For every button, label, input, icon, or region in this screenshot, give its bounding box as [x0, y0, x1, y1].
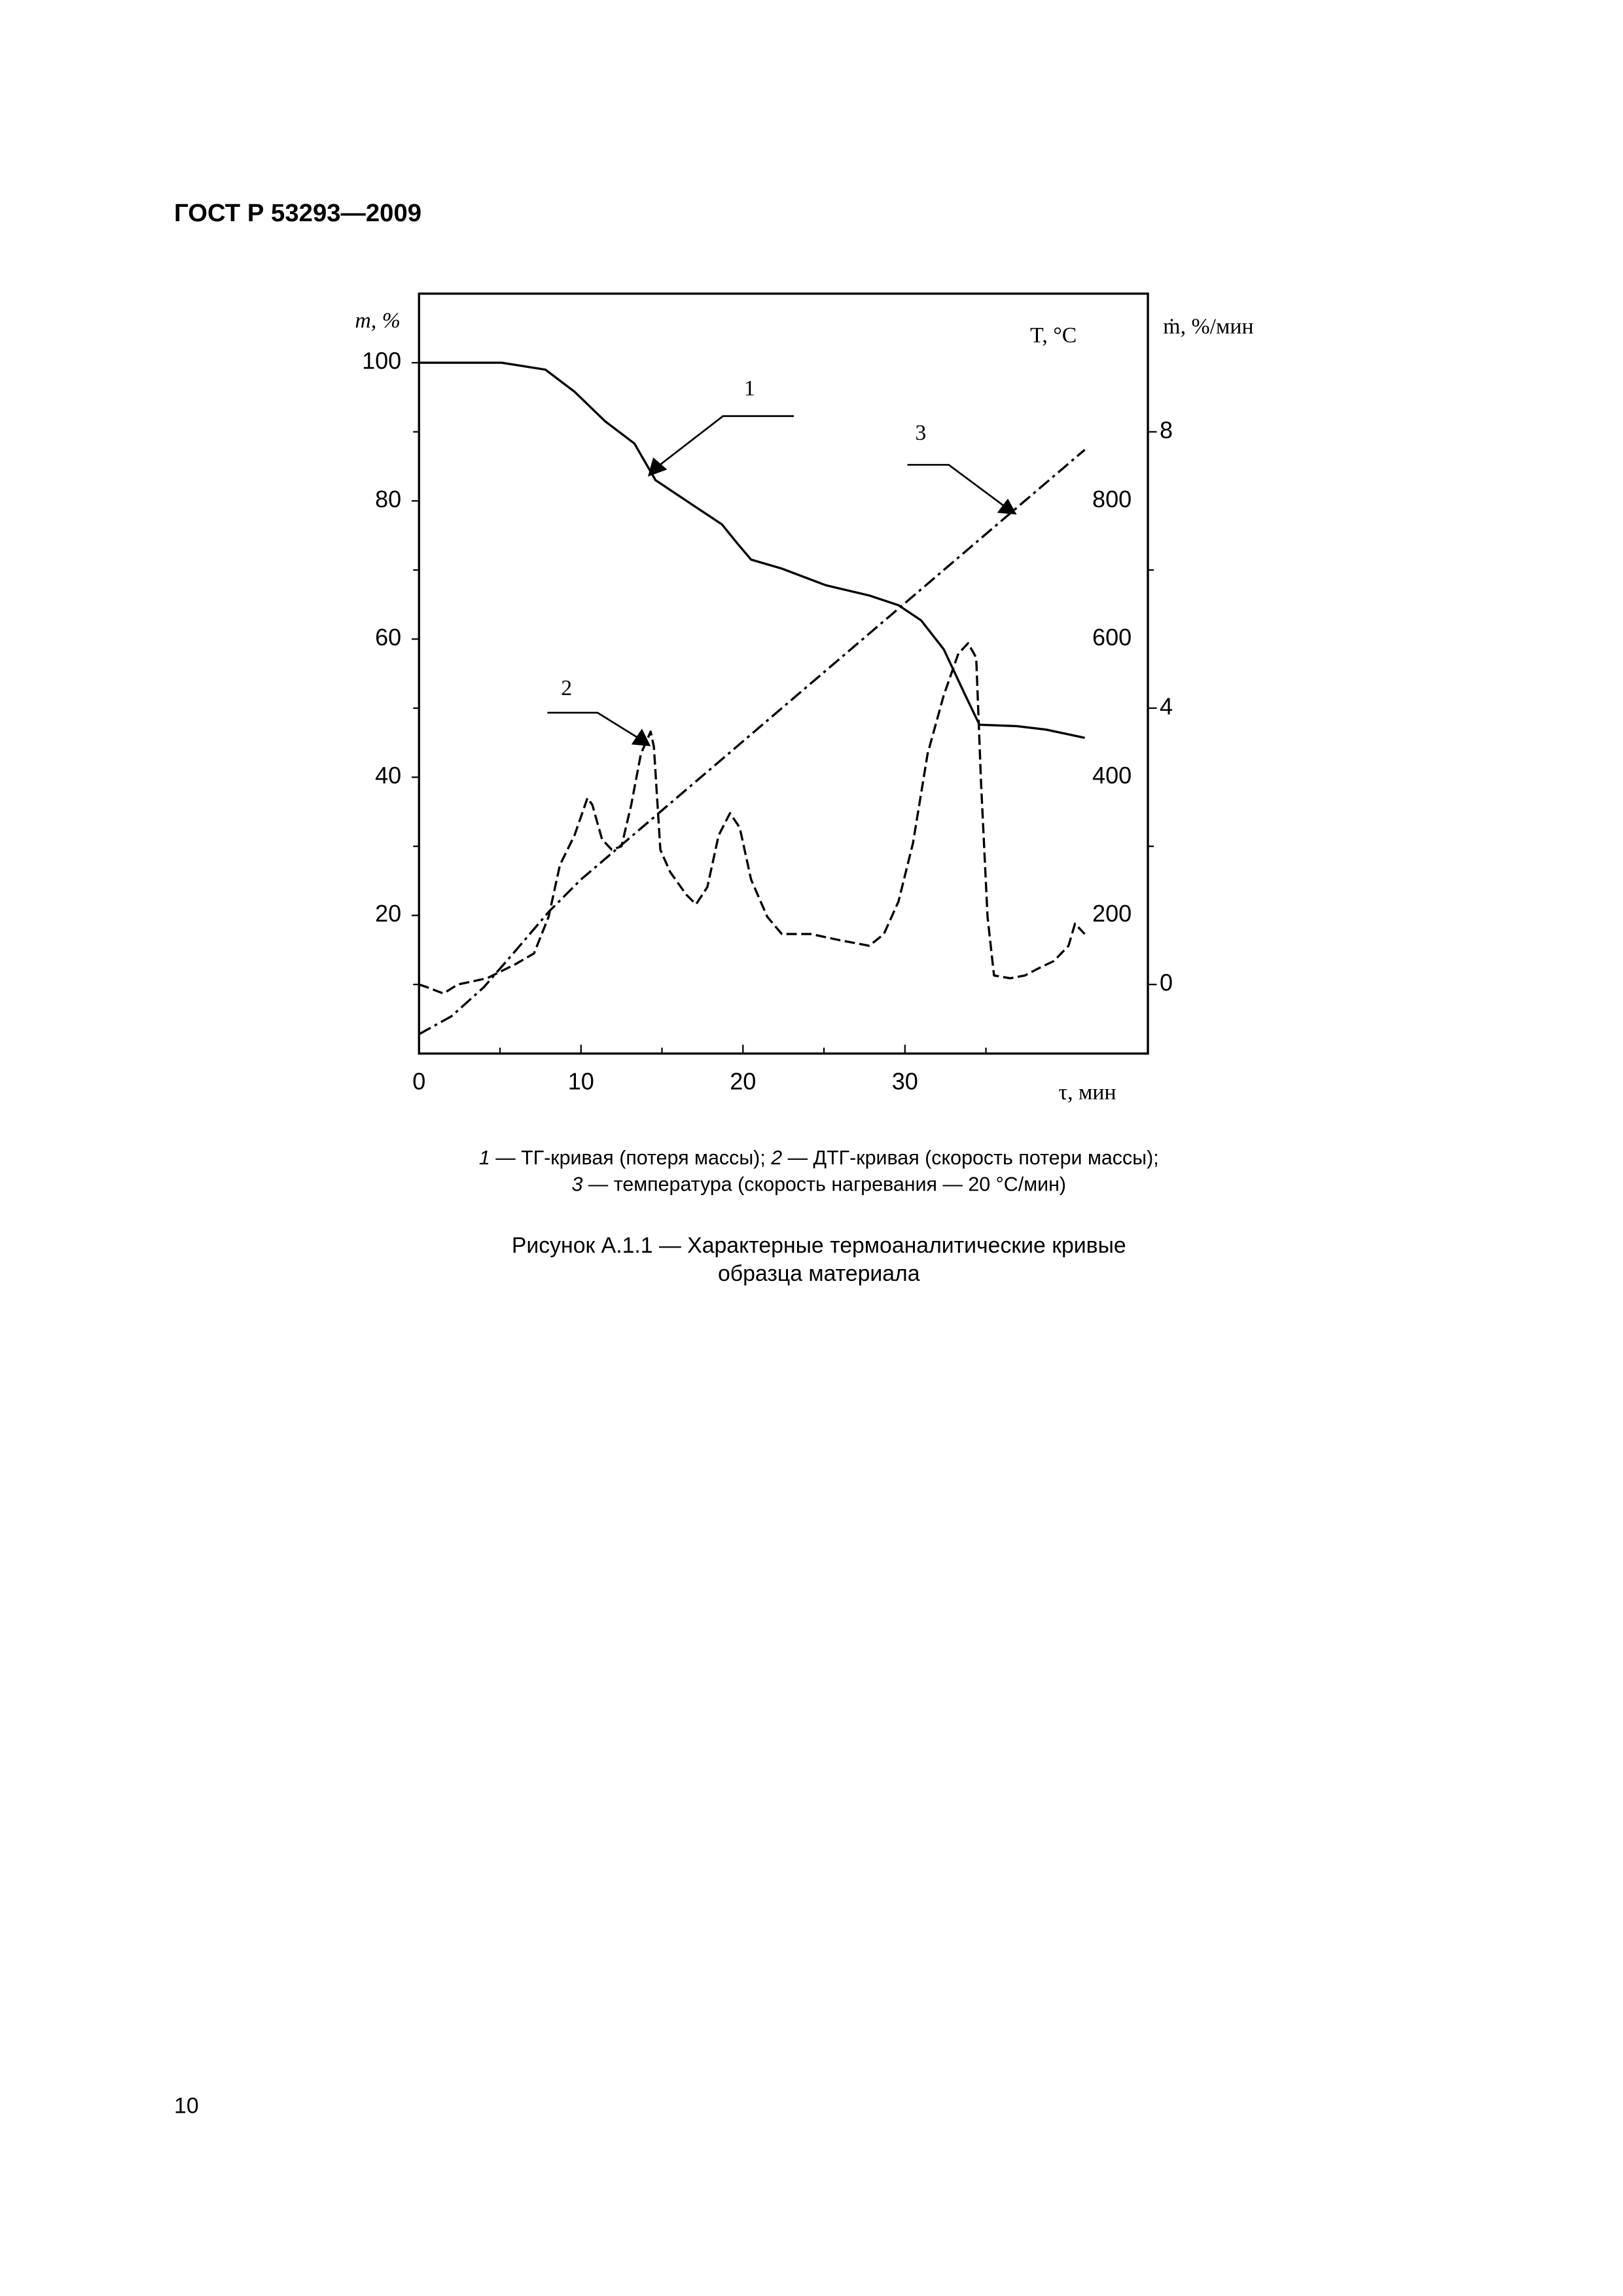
annotation: 3	[915, 421, 926, 445]
legend-number: 3	[571, 1173, 582, 1195]
y2-tick-label: 400	[1092, 762, 1132, 789]
y2-tick-label: 800	[1092, 486, 1132, 512]
curve	[419, 361, 1085, 739]
legend-text: — температура (скорость нагревания — 20 …	[582, 1173, 1066, 1195]
y3-tick-label: 0	[1160, 969, 1173, 996]
legend-number: 2	[770, 1147, 782, 1169]
annotation: 1	[744, 376, 755, 401]
y-tick-label: 20	[375, 900, 401, 927]
annotation-leaders	[547, 415, 1017, 747]
curve	[418, 448, 1086, 1035]
y2-axis-title: T, °C	[1030, 323, 1077, 348]
y-tick-label: 60	[375, 624, 401, 651]
plot-frame	[418, 292, 1149, 1055]
x-tick-label: 0	[412, 1067, 425, 1094]
page-number: 10	[174, 2093, 199, 2118]
y-tick-label: 100	[362, 348, 401, 374]
leader-3	[907, 463, 1007, 509]
figure-title: Рисунок А.1.1 — Характерные термоаналити…	[512, 1233, 1126, 1258]
arrow-head-1	[648, 457, 668, 477]
y2-tick-label: 600	[1092, 624, 1132, 651]
y-tick-label: 40	[375, 762, 401, 789]
header-title: ГОСТ Р 53293—2009	[174, 199, 421, 227]
curve	[418, 642, 1086, 995]
y-axis-title: m, %	[355, 308, 400, 332]
legend-text: — ТГ-кривая (потеря массы);	[490, 1147, 771, 1169]
x-tick-label: 10	[568, 1067, 594, 1094]
y2-tick-label: 200	[1092, 900, 1132, 927]
leader-2	[547, 711, 641, 740]
legend-text: — ДТГ-кривая (скорость потери массы);	[782, 1147, 1159, 1169]
chart: m, % T, °C ṁ, %/мин τ, мин 1 2 3 0 10 20 30…	[355, 292, 1254, 1105]
x-tick-label: 30	[892, 1067, 918, 1094]
y3-axis-title: ṁ, %/мин	[1163, 315, 1253, 339]
annotation: 2	[561, 676, 572, 700]
x-axis-title: τ, мин	[1059, 1081, 1116, 1105]
legend-line: 3 — температура (скорость нагревания — 2…	[571, 1173, 1066, 1195]
leader-1	[657, 415, 794, 467]
legend-line: 1 — ТГ-кривая (потеря массы); 2 — ДТГ-кр…	[479, 1147, 1159, 1169]
y3-tick-label: 8	[1160, 416, 1173, 443]
x-tick-label: 20	[730, 1067, 756, 1094]
arrow-head-3	[997, 498, 1017, 515]
y3-tick-label: 4	[1160, 692, 1173, 719]
legend-number: 1	[479, 1147, 490, 1169]
figure-title: образца материала	[718, 1261, 920, 1286]
y-tick-label: 80	[375, 486, 401, 512]
